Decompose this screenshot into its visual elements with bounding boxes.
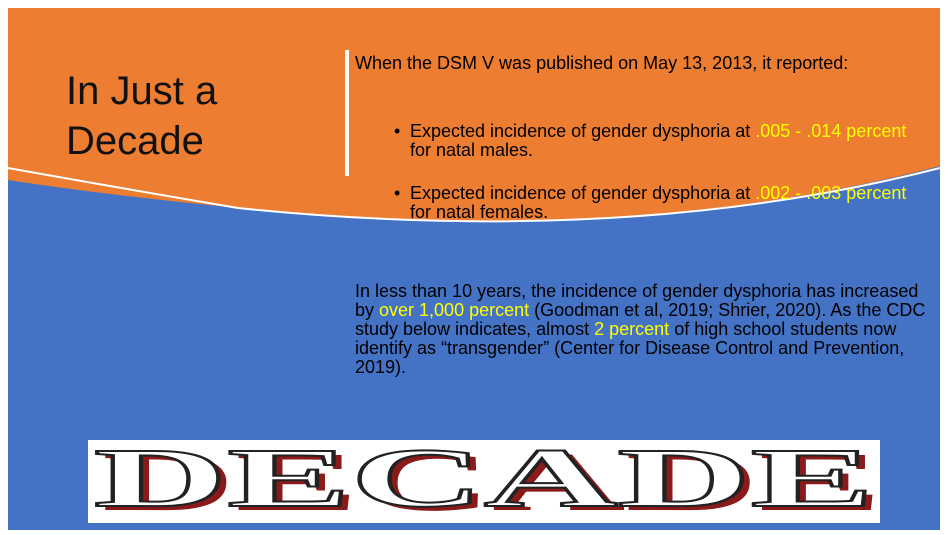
banner: DECADE DECADE xyxy=(88,440,880,523)
paragraph-text: (Goodman et al, 2019; Shrier, 2020). As … xyxy=(355,300,926,339)
bullet-text: for natal males. xyxy=(410,140,534,160)
paragraph-text: In less than 10 years, the incidence of … xyxy=(355,281,919,320)
bullet-text: for natal females. xyxy=(410,202,549,222)
bullet-text: Expected incidence of gender dysphoria a… xyxy=(410,121,756,141)
highlight-text: over 1,000 percent xyxy=(379,300,530,320)
bullet-list: Expected incidence of gender dysphoria a… xyxy=(394,121,930,246)
orange-band xyxy=(8,8,940,222)
bullet-item: Expected incidence of gender dysphoria a… xyxy=(394,121,930,160)
paragraph: In less than 10 years, the incidence of … xyxy=(355,282,935,377)
bullet-text: Expected incidence of gender dysphoria a… xyxy=(410,183,756,203)
bullet-item: Expected incidence of gender dysphoria a… xyxy=(394,183,930,222)
highlight-text: .002 - .003 percent xyxy=(755,183,907,203)
banner-shadow: DECADE xyxy=(102,440,880,523)
slide: In Just a Decade When the DSM V was publ… xyxy=(8,8,940,530)
highlight-text: 2 percent xyxy=(594,319,670,339)
paragraph-text: of high school students now identify as … xyxy=(355,319,905,377)
slide-title: In Just a Decade xyxy=(66,69,218,163)
highlight-text: .005 - .014 percent xyxy=(755,121,907,141)
intro-text: When the DSM V was published on May 13, … xyxy=(355,53,849,73)
banner-text: DECADE xyxy=(94,440,874,523)
banner-strip xyxy=(88,454,880,510)
